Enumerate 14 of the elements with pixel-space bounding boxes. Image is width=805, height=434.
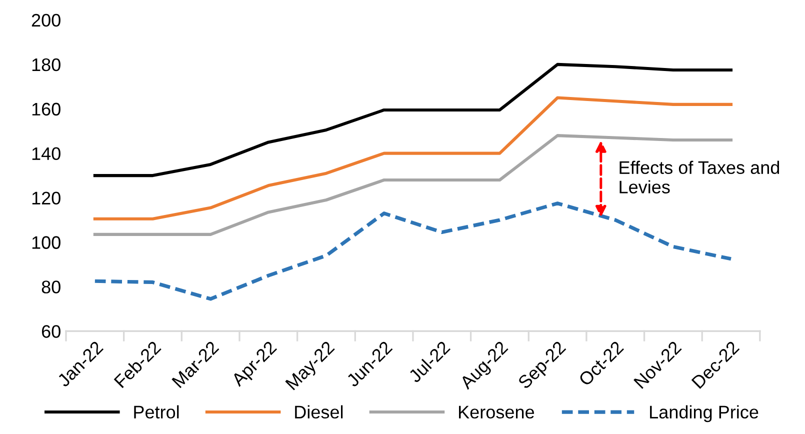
y-tick-label: 60 [42, 325, 60, 338]
annotation: Effects of Taxes and Levies [620, 160, 780, 194]
legend-label: Diesel [295, 405, 343, 419]
line-series [93, 202, 733, 301]
y-tick-label: 160 [32, 102, 60, 116]
y-tick-label: 140 [32, 147, 60, 160]
y-tick-label: 80 [42, 280, 60, 294]
y-tick-label: 100 [32, 236, 60, 249]
y-tick-label: 180 [32, 58, 60, 72]
y-tick-label: 200 [32, 14, 60, 27]
legend-label: Petrol [134, 405, 179, 419]
legend-label: Landing Price [650, 405, 758, 422]
y-tick-label: 120 [32, 192, 60, 204]
legend-label: Kerosene [459, 406, 534, 419]
